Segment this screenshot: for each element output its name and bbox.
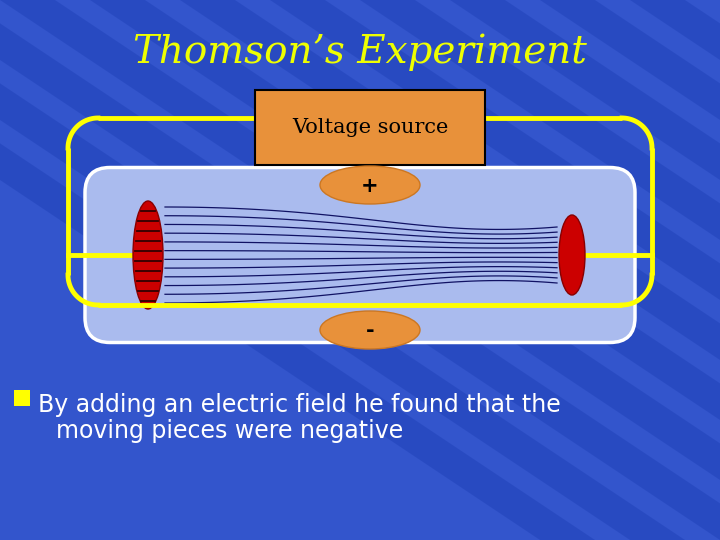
- FancyBboxPatch shape: [85, 167, 635, 342]
- Polygon shape: [630, 0, 720, 540]
- Text: moving pieces were negative: moving pieces were negative: [56, 419, 403, 443]
- Text: Voltage source: Voltage source: [292, 118, 448, 137]
- Ellipse shape: [320, 166, 420, 204]
- Polygon shape: [0, 0, 595, 540]
- Polygon shape: [180, 0, 720, 540]
- Point: [17, 394, 28, 402]
- FancyBboxPatch shape: [255, 90, 485, 165]
- Polygon shape: [270, 0, 720, 540]
- Ellipse shape: [559, 215, 585, 295]
- Ellipse shape: [320, 311, 420, 349]
- Text: By adding an electric field he found that the: By adding an electric field he found tha…: [38, 393, 561, 417]
- Polygon shape: [360, 0, 720, 540]
- Polygon shape: [540, 0, 720, 540]
- Ellipse shape: [133, 201, 163, 309]
- Text: -: -: [366, 321, 374, 341]
- Polygon shape: [0, 0, 685, 540]
- Text: +: +: [361, 176, 379, 196]
- Text: Thomson’s Experiment: Thomson’s Experiment: [133, 33, 587, 71]
- Polygon shape: [450, 0, 720, 540]
- Polygon shape: [90, 0, 720, 540]
